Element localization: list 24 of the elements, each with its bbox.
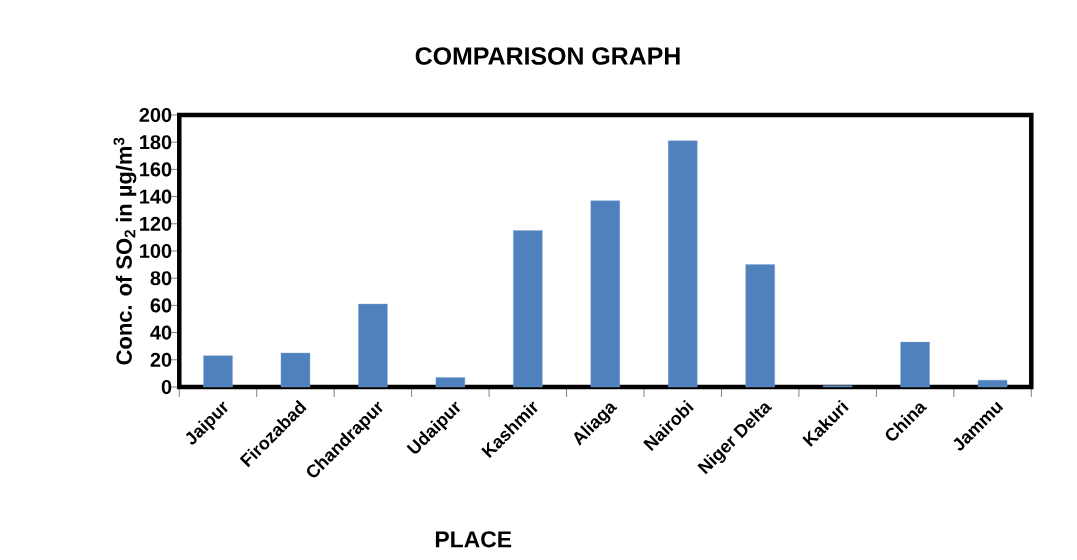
- y-tick-label: 60: [150, 298, 172, 313]
- bar: [280, 352, 311, 388]
- y-tick-label: 120: [140, 216, 172, 231]
- y-tick-label: 20: [150, 352, 172, 367]
- bar: [513, 230, 543, 388]
- bar: [435, 377, 466, 388]
- y-tick-label: 140: [140, 189, 172, 204]
- bar: [745, 264, 775, 388]
- y-tick-label: 200: [139, 107, 172, 123]
- y-tick-label: 40: [150, 325, 172, 340]
- bar: [977, 379, 1008, 388]
- y-axis-title: Conc. of SO$_{2}$ in µg/m$^{3}$: [113, 137, 137, 365]
- bar: [358, 303, 388, 388]
- y-tick-label: 160: [140, 162, 172, 177]
- bar: [203, 355, 233, 388]
- bar: [590, 200, 620, 388]
- bar: [668, 140, 698, 388]
- y-tick-label: 80: [150, 271, 172, 286]
- bar: [900, 341, 930, 388]
- x-axis-title: PLACE: [435, 531, 512, 548]
- chart-title: COMPARISON GRAPH: [415, 47, 680, 65]
- y-tick-label: 180: [140, 135, 172, 150]
- y-tick-label: 0: [161, 379, 172, 395]
- y-tick-label: 100: [140, 243, 172, 259]
